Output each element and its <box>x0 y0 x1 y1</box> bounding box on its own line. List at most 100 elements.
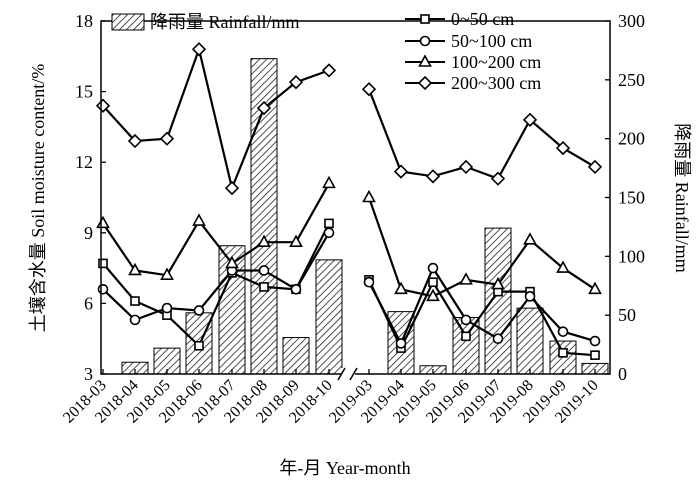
point-diamond <box>417 75 433 91</box>
y2-axis-title: 降雨量 Rainfall/mm <box>672 123 692 272</box>
legend-label: 0~50 cm <box>451 9 514 29</box>
series-line <box>102 222 330 348</box>
legend-label: 50~100 cm <box>451 31 532 51</box>
point-square <box>461 331 471 342</box>
point-triangle <box>394 281 408 295</box>
point-triangle <box>160 267 174 280</box>
legend-label-rainfall: 降雨量 Rainfall/mm <box>150 12 299 32</box>
moisture-series <box>95 42 603 360</box>
point-square <box>558 348 568 358</box>
point-circle <box>97 283 109 295</box>
series-line <box>368 265 596 346</box>
legend-label: 200~300 cm <box>451 73 541 93</box>
point-circle <box>524 291 536 302</box>
point-triangle <box>257 234 271 248</box>
point-circle <box>161 302 173 314</box>
point-square <box>420 14 430 24</box>
point-diamond <box>224 180 240 196</box>
series-line <box>368 279 596 357</box>
point-diamond <box>587 159 603 175</box>
rainfall-bars <box>121 58 609 375</box>
series-line <box>367 197 596 298</box>
x-axis-title: 年-月 Year-month <box>279 458 410 478</box>
point-square <box>324 218 334 229</box>
y-tick-label: 18 <box>75 11 93 31</box>
rainfall-bar <box>516 307 544 375</box>
y-tick-label: 15 <box>75 82 93 102</box>
point-diamond <box>490 171 506 186</box>
point-circle <box>419 35 431 47</box>
series-line <box>102 182 330 277</box>
point-circle <box>460 314 472 326</box>
point-diamond <box>458 159 474 175</box>
y-tick-label: 3 <box>84 364 93 384</box>
point-triangle <box>96 215 110 229</box>
point-triangle <box>289 234 303 248</box>
rainfall-bar <box>282 337 310 375</box>
point-circle <box>290 283 302 295</box>
point-triangle <box>362 189 376 203</box>
point-triangle <box>426 288 440 302</box>
point-circle <box>427 262 439 274</box>
rainfall-bar <box>153 347 181 375</box>
point-square <box>98 258 108 269</box>
point-triangle <box>523 232 537 245</box>
point-circle <box>323 227 335 239</box>
point-diamond <box>127 133 143 149</box>
rainfall-bar <box>484 227 512 375</box>
point-diamond <box>159 131 175 146</box>
point-diamond <box>288 75 304 90</box>
point-triangle <box>192 213 206 226</box>
y2-tick-label: 100 <box>618 246 645 266</box>
y2-tick-label: 200 <box>618 129 645 149</box>
point-triangle <box>491 276 505 290</box>
y2-tick-label: 150 <box>618 188 645 208</box>
point-square <box>259 282 269 292</box>
point-circle <box>492 333 504 345</box>
axis-break-mark <box>349 367 358 381</box>
point-circle <box>363 276 375 288</box>
axis-break-mark <box>337 367 346 381</box>
y2-tick-label: 250 <box>618 70 645 90</box>
y-tick-label: 9 <box>84 223 93 243</box>
point-square <box>194 340 204 351</box>
point-circle <box>129 314 141 326</box>
series-line <box>367 88 596 181</box>
y2-tick-label: 50 <box>618 305 636 325</box>
rainfall-bar <box>315 259 343 375</box>
y-tick-label: 6 <box>84 293 93 313</box>
point-triangle <box>556 260 570 273</box>
point-diamond <box>95 98 111 113</box>
point-diamond <box>425 169 441 184</box>
point-circle <box>193 305 205 316</box>
point-circle <box>258 265 270 276</box>
point-triangle <box>322 175 336 189</box>
point-triangle <box>418 54 432 67</box>
y2-tick-label: 0 <box>618 364 627 384</box>
point-diamond <box>256 100 272 116</box>
point-diamond <box>555 140 571 156</box>
point-diamond <box>361 82 377 97</box>
legend-swatch-rainfall <box>111 13 145 31</box>
point-triangle <box>459 272 473 285</box>
point-diamond <box>321 63 337 78</box>
point-diamond <box>191 42 207 57</box>
point-circle <box>395 338 407 349</box>
point-triangle <box>225 255 239 269</box>
point-diamond <box>393 164 409 179</box>
series-line <box>102 232 330 322</box>
point-square <box>428 277 438 288</box>
point-circle <box>557 326 569 337</box>
point-circle <box>589 335 601 347</box>
y-tick-label: 12 <box>75 152 93 172</box>
point-square <box>590 350 600 360</box>
point-triangle <box>588 281 602 295</box>
series-line <box>102 45 330 192</box>
point-diamond <box>522 112 538 127</box>
y2-tick-label: 300 <box>618 11 645 31</box>
point-triangle <box>128 262 142 276</box>
y-axis-title: 土壤含水量 Soil moisture content/% <box>28 64 48 332</box>
legend-label: 100~200 cm <box>451 52 541 72</box>
